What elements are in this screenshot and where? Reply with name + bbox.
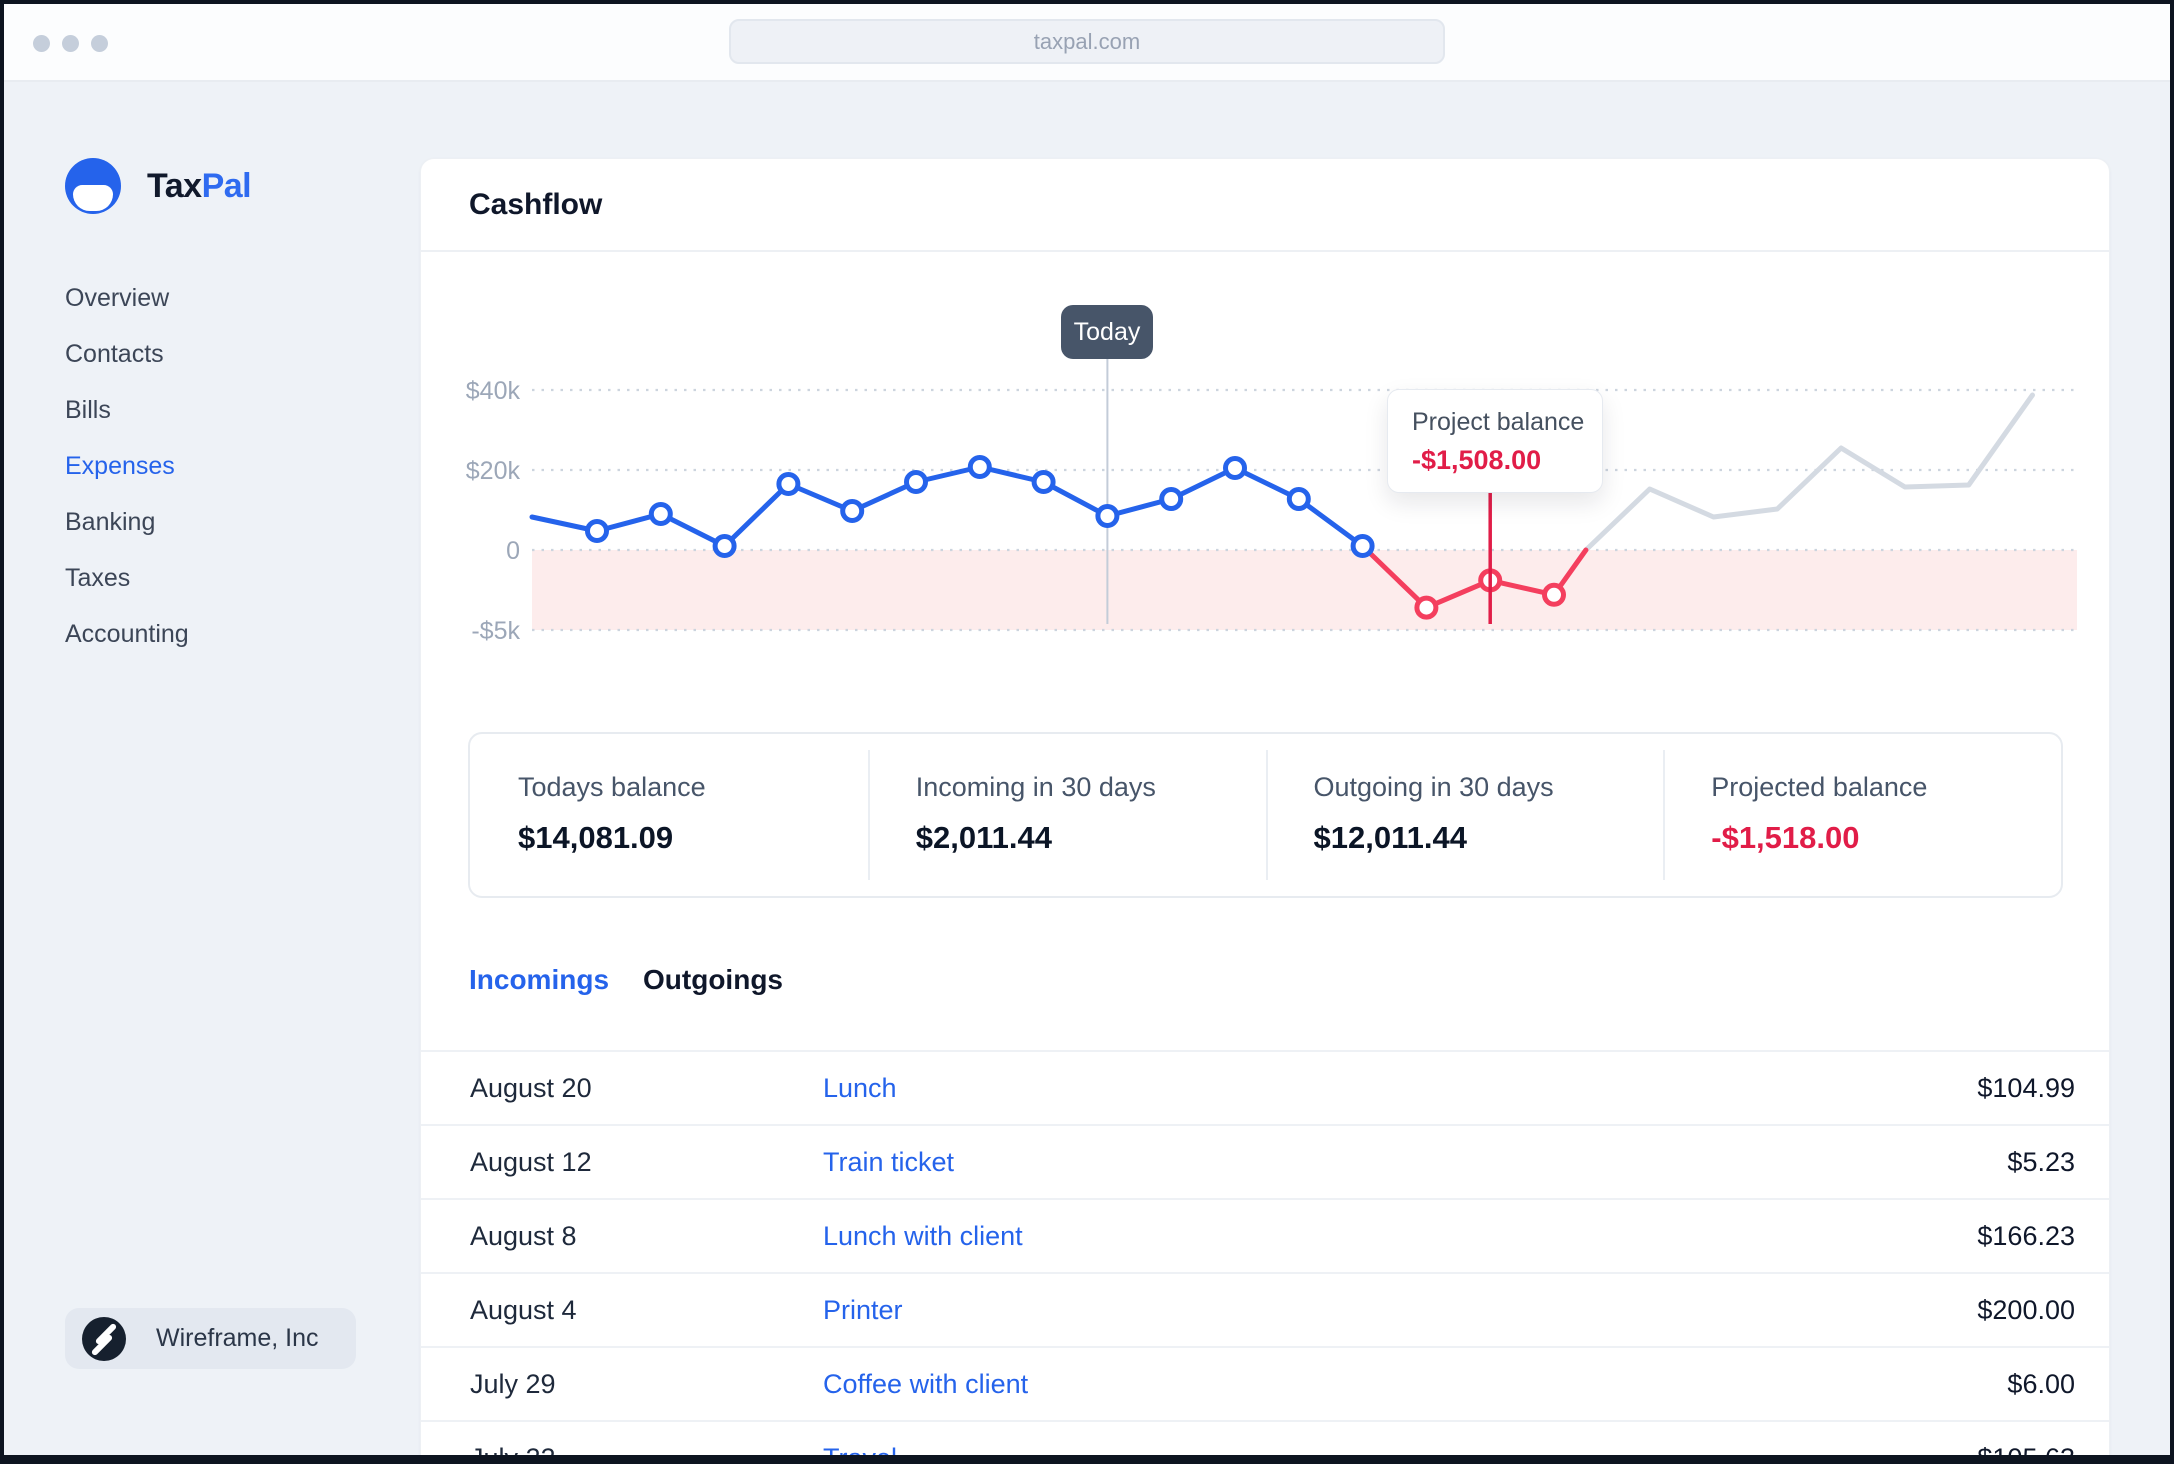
sidebar: TaxPal Overview Contacts Bills Expenses Bank… [4, 82, 420, 1455]
stat-cell: Todays balance $14,081.09 [470, 734, 868, 896]
transaction-amount: $166.23 [1977, 1220, 2075, 1251]
transaction-link[interactable]: Lunch [823, 1072, 897, 1103]
browser-topbar: taxpal.com [4, 4, 2170, 82]
sidebar-item-overview[interactable]: Overview [65, 283, 170, 312]
transaction-date: August 4 [470, 1294, 577, 1325]
traffic-light-dots-icon [33, 4, 108, 82]
transaction-amount: $104.99 [1977, 1072, 2075, 1103]
sidebar-item-banking[interactable]: Banking [65, 507, 156, 536]
table-row[interactable]: July 29 Coffee with client $6.00 [421, 1348, 2109, 1422]
table-row[interactable]: July 22 Travel $105.63 [421, 1422, 2109, 1464]
transaction-date: July 29 [470, 1368, 556, 1399]
transaction-link[interactable]: Lunch with client [823, 1220, 1023, 1251]
svg-text:$20k: $20k [466, 457, 521, 485]
stat-cell: Projected balance -$1,518.00 [1663, 734, 2061, 896]
transaction-link[interactable]: Coffee with client [823, 1368, 1029, 1399]
tooltip-value: -$1,508.00 [1412, 445, 1542, 475]
transaction-link[interactable]: Train ticket [823, 1146, 955, 1177]
tooltip-title: Project balance [1412, 408, 1585, 436]
sidebar-item-expenses[interactable]: Expenses [65, 451, 175, 480]
table-row[interactable]: August 20 Lunch $104.99 [421, 1052, 2109, 1126]
transaction-link[interactable]: Printer [823, 1294, 903, 1325]
summary-stats: Todays balance $14,081.09 Incoming in 30… [468, 732, 2063, 898]
tab-outgoings[interactable]: Outgoings [643, 964, 783, 995]
transaction-link[interactable]: Travel [823, 1442, 898, 1464]
window-dot-icon[interactable] [33, 34, 50, 52]
svg-text:$40k: $40k [466, 377, 521, 405]
table-row[interactable]: August 8 Lunch with client $166.23 [421, 1200, 2109, 1274]
table-row[interactable]: August 12 Train ticket $5.23 [421, 1126, 2109, 1200]
stat-label: Outgoing in 30 days [1313, 772, 1554, 802]
organization-switcher[interactable]: Wireframe, Inc [65, 1308, 356, 1369]
stat-value: $14,081.09 [518, 820, 674, 855]
transaction-date: August 12 [470, 1146, 592, 1177]
project-balance-tooltip: Project balance -$1,508.00 [1387, 389, 1603, 493]
window-dot-icon[interactable] [91, 34, 108, 52]
sidebar-item-contacts[interactable]: Contacts [65, 339, 164, 368]
cashflow-card: Cashflow $40k $20k 0 -$5k Today Project bal… [420, 158, 2110, 1464]
transaction-date: July 22 [470, 1442, 556, 1464]
page-title: Cashflow [469, 187, 603, 221]
taxpal-logo-icon [65, 158, 121, 214]
stat-label: Projected balance [1711, 772, 1928, 802]
svg-text:-$5k: -$5k [471, 617, 520, 645]
transaction-date: August 20 [470, 1072, 592, 1103]
sidebar-item-taxes[interactable]: Taxes [65, 563, 131, 592]
stat-cell: Incoming in 30 days $2,011.44 [867, 734, 1266, 896]
brand-name: TaxPal [147, 166, 252, 205]
transaction-amount: $105.63 [1977, 1442, 2075, 1464]
sidebar-item-bills[interactable]: Bills [65, 395, 111, 424]
stat-value: -$1,518.00 [1711, 820, 1860, 855]
stat-label: Incoming in 30 days [915, 772, 1156, 802]
stat-value: $2,011.44 [915, 820, 1052, 855]
app-content: TaxPal Overview Contacts Bills Expenses Bank… [4, 82, 2170, 1455]
card-header: Cashflow [421, 159, 2109, 252]
transaction-tabs: Incomings Outgoings [469, 964, 783, 996]
organization-name: Wireframe, Inc [156, 1324, 319, 1352]
url-bar[interactable]: taxpal.com [729, 19, 1445, 64]
stat-label: Todays balance [518, 772, 706, 802]
transaction-amount: $5.23 [2007, 1146, 2075, 1177]
sidebar-nav: Overview Contacts Bills Expenses Banking Taxe… [65, 270, 189, 662]
today-marker: Today [1061, 305, 1153, 359]
transaction-amount: $6.00 [2007, 1368, 2075, 1399]
transaction-amount: $200.00 [1977, 1294, 2075, 1325]
tab-incomings[interactable]: Incomings [469, 964, 610, 995]
sidebar-item-accounting[interactable]: Accounting [65, 619, 189, 648]
stat-value: $12,011.44 [1313, 820, 1467, 855]
svg-text:0: 0 [506, 537, 520, 565]
transactions-table: August 20 Lunch $104.99 August 12 Train … [421, 1050, 2109, 1464]
cashflow-chart: $40k $20k 0 -$5k [466, 359, 2077, 645]
window-dot-icon[interactable] [62, 34, 79, 52]
wireframe-logo-icon [82, 1316, 126, 1361]
brand-logo[interactable]: TaxPal [65, 158, 252, 214]
stat-cell: Outgoing in 30 days $12,011.44 [1265, 734, 1664, 896]
table-row[interactable]: August 4 Printer $200.00 [421, 1274, 2109, 1348]
transaction-date: August 8 [470, 1220, 577, 1251]
